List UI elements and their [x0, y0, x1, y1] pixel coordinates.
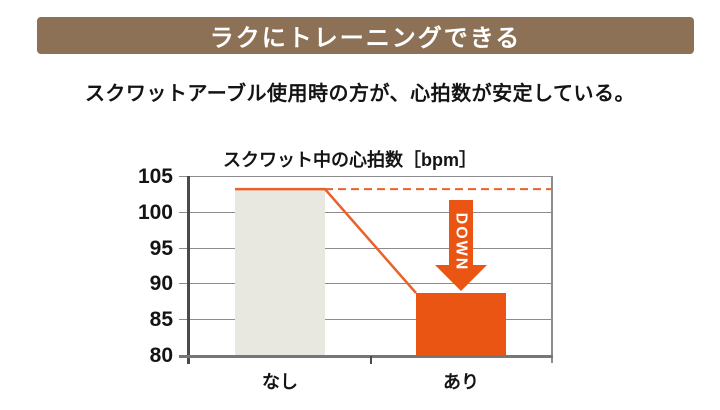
gridline	[179, 176, 553, 177]
y-tick-label: 80	[149, 344, 173, 367]
x-category-label: なし	[262, 372, 298, 392]
x-axis-center-tick	[369, 356, 372, 364]
x-category-label: あり	[443, 372, 479, 392]
y-tick-label: 90	[149, 272, 173, 296]
subtitle-text: スクワットアーブル使用時の方が、心拍数が安定している。	[84, 83, 636, 105]
bar	[235, 189, 325, 356]
bar	[416, 292, 506, 356]
y-tick-label: 95	[149, 236, 173, 260]
y-axis	[187, 176, 190, 364]
header-banner: ラクにトレーニングできる	[37, 17, 694, 54]
x-axis	[179, 355, 553, 358]
y-tick-label: 85	[149, 308, 173, 332]
y-tick-label: 100	[137, 200, 173, 224]
chart-title: スクワット中の心拍数［bpm］	[223, 150, 477, 170]
gridline	[179, 319, 553, 321]
y-tick-label: 105	[137, 165, 173, 188]
header-title: ラクにトレーニングできる	[209, 25, 522, 52]
plot-right-border	[551, 177, 553, 363]
